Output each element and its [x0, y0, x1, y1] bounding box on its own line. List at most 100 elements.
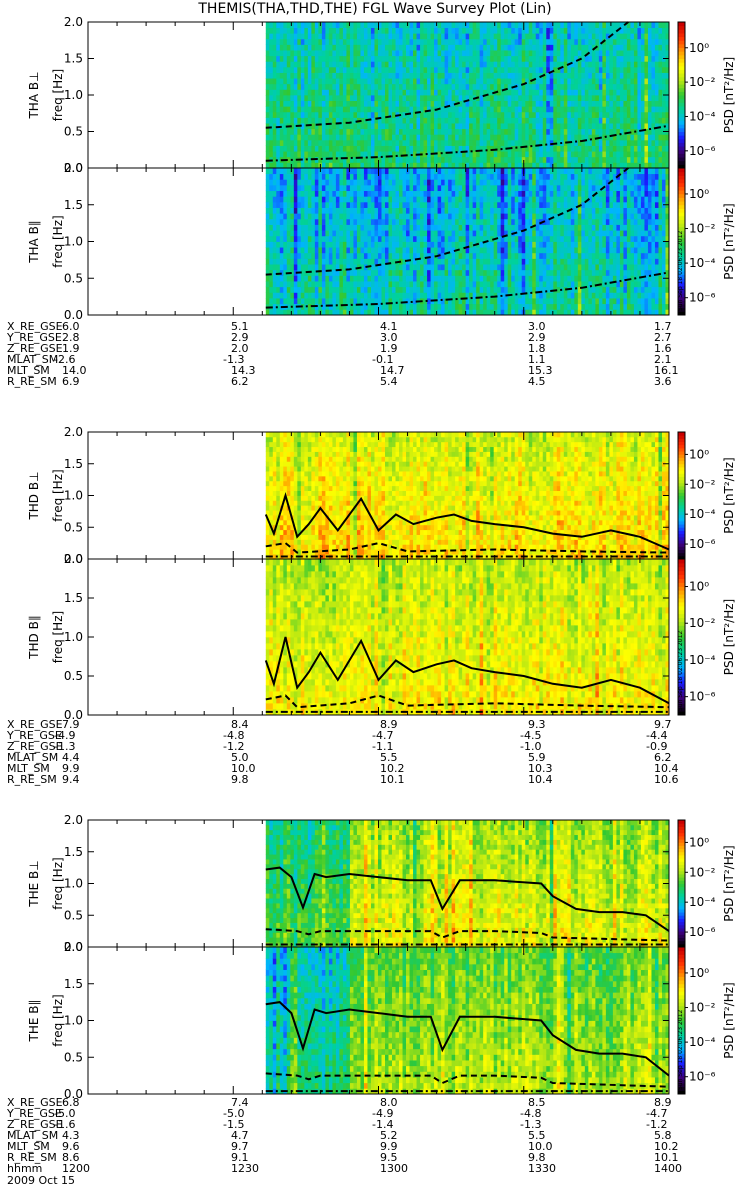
heatmap-cell: [286, 207, 291, 214]
heatmap-cell: [402, 123, 407, 130]
heatmap-cell: [367, 50, 372, 57]
heatmap-cell: [335, 162, 340, 169]
heatmap-cell: [297, 111, 302, 118]
heatmap-cell: [300, 190, 305, 197]
heatmap-cell: [514, 134, 519, 141]
heatmap-cell: [283, 168, 288, 175]
heatmap-cell: [444, 117, 449, 124]
heatmap-cell: [406, 269, 410, 276]
heatmap-cell: [339, 241, 344, 248]
heatmap-cell: [293, 309, 298, 316]
heatmap-cell: [399, 66, 403, 73]
heatmap-cell: [321, 22, 326, 29]
heatmap-cell: [633, 61, 638, 68]
heatmap-cell: [304, 83, 309, 90]
heatmap-cell: [479, 179, 484, 186]
heatmap-cell: [265, 38, 270, 45]
heatmap-cell: [658, 151, 663, 158]
heatmap-cell: [658, 95, 663, 102]
heatmap-cell: [370, 275, 375, 282]
heatmap-cell: [623, 33, 628, 40]
heatmap-cell: [370, 258, 375, 265]
heatmap-cell: [349, 190, 354, 197]
heatmap-cell: [437, 156, 442, 163]
heatmap-cell: [441, 292, 446, 299]
heatmap-cell: [658, 66, 663, 73]
heatmap-cell: [490, 95, 495, 102]
heatmap-cell: [546, 162, 551, 169]
heatmap-cell: [465, 235, 470, 242]
heatmap-cell: [293, 275, 298, 282]
heatmap-cell: [514, 179, 519, 186]
heatmap-cell: [413, 196, 417, 203]
heatmap-cell: [493, 162, 498, 169]
heatmap-cell: [269, 184, 274, 192]
heatmap-cell: [490, 106, 495, 113]
heatmap-cell: [353, 258, 358, 265]
heatmap-cell: [349, 145, 354, 152]
heatmap-cell: [504, 95, 509, 102]
heatmap-cell: [314, 134, 319, 141]
heatmap-cell: [353, 38, 358, 45]
heatmap-cell: [349, 33, 354, 40]
heatmap-cell: [276, 145, 281, 152]
heatmap-cell: [448, 207, 453, 214]
heatmap-cell: [654, 145, 659, 152]
heatmap-cell: [469, 33, 474, 40]
heatmap-cell: [647, 128, 652, 135]
heatmap-cell: [535, 145, 540, 152]
heatmap-cell: [286, 196, 291, 203]
heatmap-cell: [483, 106, 488, 113]
heatmap-cell: [304, 230, 309, 237]
heatmap-cell: [500, 89, 505, 96]
heatmap-cell: [535, 89, 540, 96]
heatmap-cell: [511, 258, 516, 265]
heatmap-cell: [507, 303, 512, 310]
heatmap-cell: [332, 156, 337, 163]
heatmap-cell: [556, 33, 561, 40]
heatmap-cell: [462, 55, 467, 62]
heatmap-cell: [455, 61, 460, 68]
heatmap-cell: [525, 151, 530, 158]
heatmap-cell: [335, 241, 340, 248]
heatmap-cell: [374, 252, 379, 259]
heatmap-cell: [518, 151, 523, 158]
heatmap-cell: [483, 286, 488, 293]
heatmap-cell: [265, 235, 270, 242]
heatmap-cell: [497, 309, 502, 316]
heatmap-cell: [335, 117, 340, 124]
heatmap-cell: [444, 201, 449, 208]
heatmap-cell: [633, 83, 638, 90]
heatmap-cell: [367, 258, 372, 265]
heatmap-cell: [441, 78, 446, 85]
heatmap-cell: [325, 117, 330, 124]
heatmap-cell: [409, 72, 414, 79]
heatmap-cell: [406, 139, 410, 146]
heatmap-cell: [462, 50, 467, 57]
heatmap-cell: [518, 33, 523, 40]
heatmap-cell: [535, 128, 540, 135]
heatmap-cell: [363, 258, 368, 265]
heatmap-cell: [367, 156, 372, 163]
heatmap-cell: [314, 50, 319, 57]
heatmap-cell: [388, 201, 393, 208]
heatmap-cell: [304, 139, 309, 146]
heatmap-cell: [427, 89, 431, 96]
heatmap-cell: [637, 134, 642, 141]
heatmap-cell: [304, 55, 309, 62]
heatmap-cell: [413, 218, 417, 225]
heatmap-cell: [346, 201, 351, 208]
heatmap-cell: [514, 66, 519, 73]
heatmap-cell: [328, 201, 333, 208]
heatmap-cell: [339, 78, 344, 85]
heatmap-cell: [493, 134, 498, 141]
heatmap-cell: [304, 145, 309, 152]
heatmap-cell: [314, 218, 319, 225]
heatmap-cell: [311, 83, 316, 90]
heatmap-cell: [563, 106, 568, 113]
heatmap-cell: [374, 66, 379, 73]
heatmap-cell: [356, 134, 361, 141]
heatmap-cell: [546, 83, 551, 90]
heatmap-cell: [602, 151, 607, 158]
heatmap-cell: [392, 78, 396, 85]
